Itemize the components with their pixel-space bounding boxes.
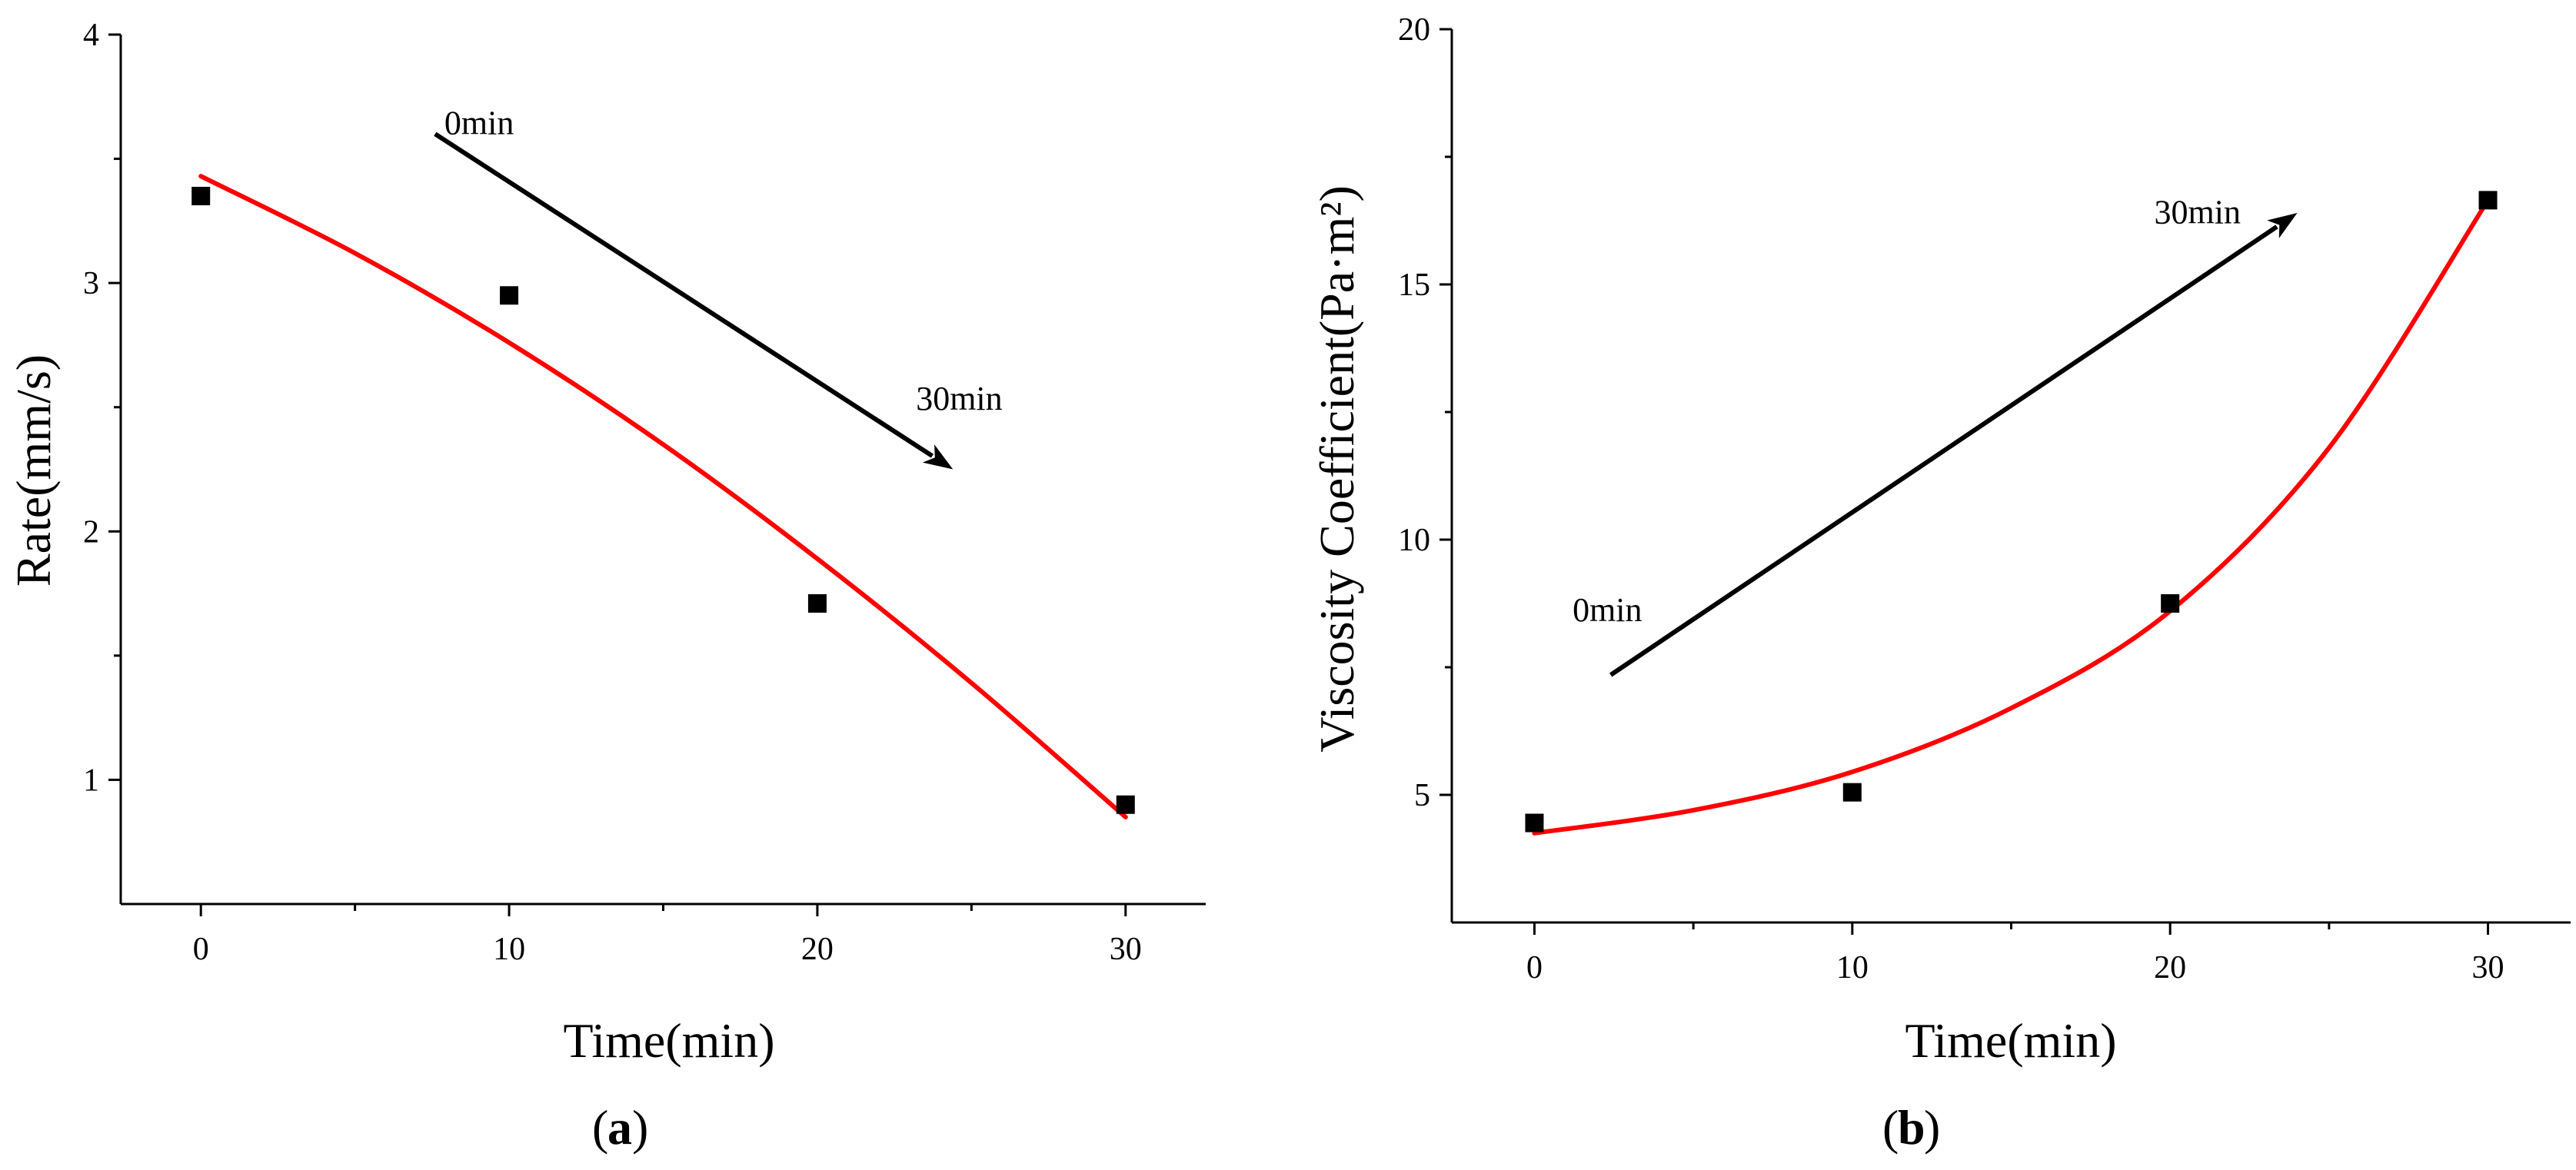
chart-b-fit-line <box>1532 198 2491 836</box>
chart-b-panel-label: b <box>1898 1100 1925 1155</box>
chart-a-x-tick-label: 30 <box>1110 932 1142 967</box>
chart-a-x-tick-label: 20 <box>801 932 834 967</box>
chart-a-fit-line <box>198 174 1128 819</box>
chart-a-data-point <box>500 286 519 305</box>
chart-a-data-point <box>191 187 211 206</box>
chart-a-y-axis-title: Rate(mm/s) <box>6 354 61 587</box>
chart-b-annotation-start: 0min <box>1573 591 1642 629</box>
chart-a-x-tick-label: 0 <box>193 932 209 967</box>
chart-a-panel-label-close: ) <box>632 1100 648 1155</box>
chart-b-annotation-end: 30min <box>2155 193 2241 231</box>
chart-b: 0 10 20 30 5 10 15 20 0min 30min Time(min) Visc… <box>1310 12 2571 1155</box>
chart-b-data-point <box>2478 191 2498 210</box>
chart-b-y-tick-label: 10 <box>1398 523 1430 558</box>
chart-b-y-tick-label: 15 <box>1398 268 1430 303</box>
chart-a-panel-label: a <box>607 1100 632 1155</box>
chart-b-data-point <box>1525 813 1544 833</box>
chart-a-arrow-head <box>922 444 954 470</box>
chart-a-panel-label-open: ( <box>592 1100 608 1155</box>
chart-a-annotation-start: 0min <box>444 104 514 141</box>
chart-a-x-axis-title: Time(min) <box>564 1013 775 1068</box>
chart-b-y-tick-label: 5 <box>1414 778 1430 813</box>
chart-b-x-tick-label: 20 <box>2154 950 2186 986</box>
chart-b-data-point <box>2161 594 2180 613</box>
chart-b-x-tick-label: 10 <box>1836 950 1869 986</box>
chart-b-panel-label-open: ( <box>1882 1100 1899 1155</box>
chart-b-arrow-head <box>2267 213 2298 238</box>
chart-b-data-point <box>1842 783 1862 802</box>
chart-a-arrow-shaft <box>434 131 934 458</box>
chart-b-x-tick-label: 0 <box>1526 950 1543 986</box>
chart-b-y-tick-label: 20 <box>1398 12 1430 48</box>
chart-b-panel-label-close: ) <box>1924 1100 1940 1155</box>
chart-b-y-axis-title: Viscosity Coefficient(Pa·m²) <box>1310 185 1364 753</box>
chart-a-y-tick-label: 2 <box>83 514 99 550</box>
chart-b-arrow-shaft <box>1609 224 2278 677</box>
chart-a-x-tick-label: 10 <box>493 932 525 967</box>
chart-a-data-point <box>807 593 827 613</box>
chart-a-annotation-end: 30min <box>916 380 1002 417</box>
chart-a-y-tick-label: 1 <box>83 763 99 798</box>
chart-a-y-tick-label: 3 <box>83 266 99 301</box>
chart-a-data-point <box>1116 795 1135 814</box>
chart-b-x-tick-label: 30 <box>2472 950 2504 986</box>
chart-a: 0 10 20 30 1 2 3 4 0min 30min Time(min) Rate(mm… <box>6 18 1206 1155</box>
chart-b-x-axis-title: Time(min) <box>1905 1013 2117 1068</box>
chart-a-y-tick-label: 4 <box>83 18 99 53</box>
